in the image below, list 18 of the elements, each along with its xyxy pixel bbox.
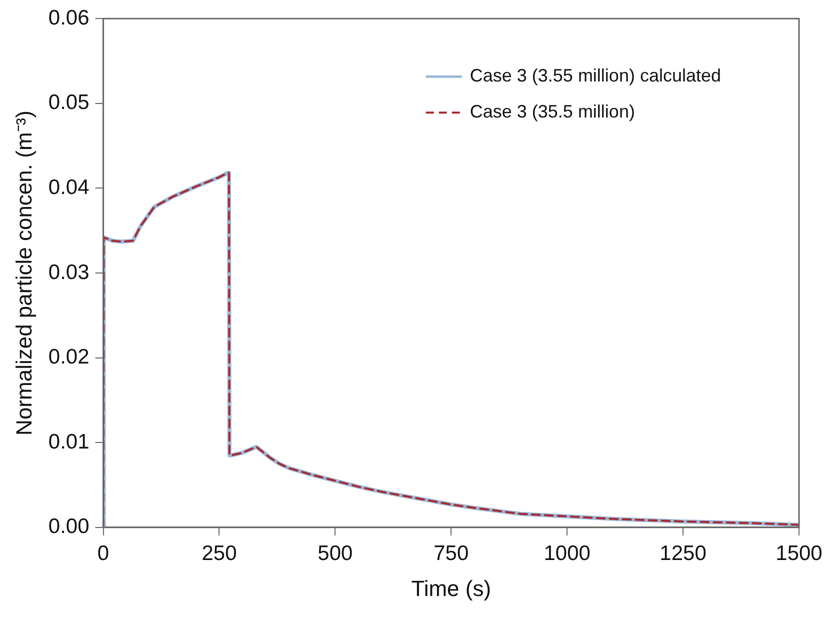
y-tick-label: 0.04	[48, 176, 90, 199]
y-tick-label: 0.05	[48, 91, 90, 114]
y-axis-title: Normalized particle concen. (m⁻³)	[11, 110, 36, 436]
legend-label: Case 3 (3.55 million) calculated	[470, 66, 722, 86]
x-tick-label: 250	[202, 542, 237, 565]
x-tick-label: 1000	[544, 542, 590, 565]
y-tick-label: 0.02	[48, 346, 90, 369]
x-tick-label: 1250	[660, 542, 706, 565]
y-tick-label: 0.00	[48, 515, 90, 538]
y-tick-label: 0.06	[48, 6, 90, 30]
x-tick-label: 1500	[776, 542, 822, 565]
x-axis-title: Time (s)	[411, 576, 492, 601]
x-tick-label: 0	[97, 542, 110, 565]
x-tick-label: 500	[318, 542, 353, 565]
legend-label: Case 3 (35.5 million)	[470, 102, 635, 122]
y-tick-label: 0.03	[48, 260, 90, 284]
y-tick-label: 0.01	[48, 430, 90, 454]
x-tick-label: 750	[434, 542, 469, 565]
